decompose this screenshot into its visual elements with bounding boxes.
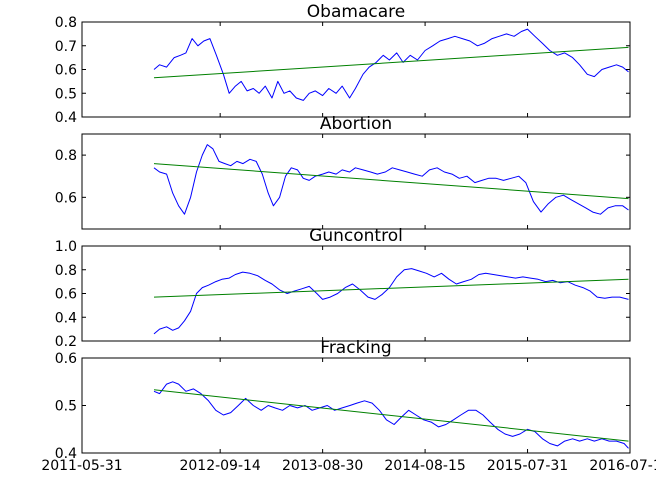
panel-title: Obamacare [307, 2, 405, 22]
y-tick-label: 0.4 [55, 310, 77, 326]
data-series-line [153, 381, 629, 449]
y-tick-label: 0.8 [55, 148, 77, 164]
y-tick-label: 0.4 [55, 446, 77, 462]
plot-frame [81, 245, 631, 342]
y-tick-label: 0.6 [55, 190, 77, 206]
panel-title: Guncontrol [309, 226, 403, 246]
x-tick-label: 2016-07-15 [589, 458, 656, 474]
trend-line [153, 278, 629, 298]
y-tick-label: 0.5 [55, 399, 77, 415]
plot-frame [81, 21, 631, 118]
y-tick-label: 0.6 [55, 351, 77, 367]
x-tick-label: 2013-08-30 [282, 458, 363, 474]
x-tick-label: 2015-07-31 [487, 458, 568, 474]
trend-line [153, 163, 629, 200]
y-tick-label: 0.2 [55, 334, 77, 350]
y-tick-label: 0.5 [55, 86, 77, 102]
x-tick-label: 2014-08-15 [384, 458, 465, 474]
data-series-line [153, 28, 629, 101]
trend-line [153, 46, 629, 79]
panel-2: Guncontrol 0.2 0.4 0.6 0.8 1.0 [55, 226, 631, 350]
y-tick-label: 0.8 [55, 15, 77, 31]
panel-title: Fracking [320, 338, 391, 358]
y-tick-label: 0.8 [55, 263, 77, 279]
y-tick-label: 0.6 [55, 287, 77, 303]
plot-frame [81, 357, 631, 454]
plot-frame [81, 133, 631, 230]
panel-3: Fracking 0.4 0.5 0.6 2011-05-31 2012-09-14 201… [41, 338, 656, 474]
panel-1: Abortion 0.6 0.8 [55, 114, 631, 230]
y-tick-label: 0.4 [55, 110, 77, 126]
x-tick-label: 2012-09-14 [179, 458, 260, 474]
y-tick-label: 0.6 [55, 63, 77, 79]
y-tick-label: 0.7 [55, 39, 77, 55]
panel-0: Obamacare 0.4 0.5 0.6 0.7 0.8 [55, 2, 631, 126]
data-series-line [153, 268, 629, 335]
data-series-line [153, 144, 629, 215]
panel-title: Abortion [320, 114, 392, 134]
trend-line [153, 389, 629, 442]
y-tick-label: 1.0 [55, 239, 77, 255]
x-tick-label: 2011-05-31 [41, 458, 122, 474]
